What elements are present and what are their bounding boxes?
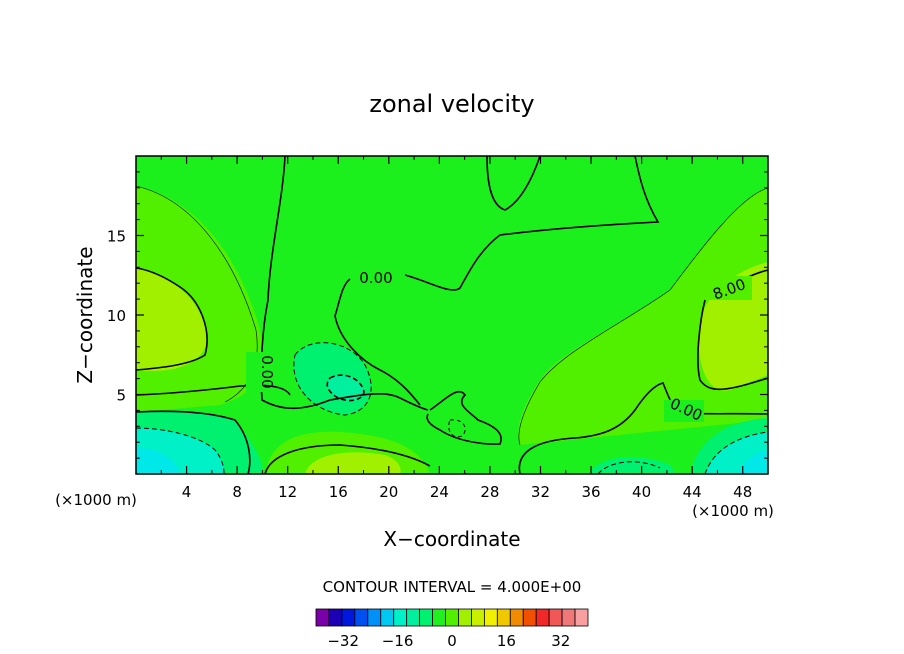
colorbar-swatch xyxy=(432,608,446,627)
x-tick-label: 40 xyxy=(632,483,651,501)
region-negative-bottom-right-deep xyxy=(738,450,768,474)
contour-zero-center-bottom xyxy=(426,390,502,445)
contour-zero-top xyxy=(486,156,541,211)
x-tick-label: 24 xyxy=(430,483,449,501)
contour-zero-main xyxy=(260,156,429,411)
x-tick-label: 8 xyxy=(232,483,242,501)
x-axis-label: X−coordinate xyxy=(383,527,520,551)
contour-label-bg xyxy=(664,400,704,422)
contour-zero-left xyxy=(136,267,208,371)
contour-zero-bottom-left-2 xyxy=(136,384,291,396)
y-tick-label: 10 xyxy=(107,307,126,325)
colorbar-swatch xyxy=(393,608,408,627)
colorbar-swatch xyxy=(354,608,369,627)
region-positive-right xyxy=(518,188,768,445)
colorbar-tick-labels: −32 −16 0 16 32 xyxy=(327,632,570,650)
colorbar-swatch xyxy=(509,608,524,627)
colorbar-swatch xyxy=(471,608,485,627)
contour-zero-center xyxy=(334,315,421,406)
colorbar-swatch xyxy=(574,608,589,627)
x-tick-label: 28 xyxy=(480,483,499,501)
region-negative-bottom-left-deep xyxy=(136,448,180,474)
y-tick-label: 15 xyxy=(107,228,126,246)
contour-negative-dashed-center xyxy=(293,342,372,416)
colorbar-swatch xyxy=(561,608,576,627)
y-axis-ticks: 5 10 15 xyxy=(107,171,768,459)
x-tick-label: 44 xyxy=(683,483,702,501)
region-negative-bottom-right xyxy=(588,457,676,474)
colorbar-swatch xyxy=(328,608,343,627)
colorbar-swatch xyxy=(483,608,498,627)
colorbar-tick-label: 16 xyxy=(497,632,516,650)
colorbar-swatch xyxy=(522,608,537,627)
contour-zero-bottom-mid xyxy=(264,444,431,474)
y-tick-label: 5 xyxy=(116,387,126,405)
x-axis-ticks: 4 8 12 16 20 24 28 32 36 40 44 48 xyxy=(160,156,752,501)
contour-label-zero-top: 0.00 xyxy=(359,269,392,287)
chart-title: zonal velocity xyxy=(369,90,534,118)
colorbar-tick-label: −16 xyxy=(382,632,414,650)
colorbar-tick-label: 0 xyxy=(447,632,457,650)
plot-area xyxy=(136,156,768,474)
region-positive-bottom-center-3 xyxy=(305,452,401,474)
x-units-label-right: (×1000 m) xyxy=(692,502,774,520)
x-tick-label: 16 xyxy=(329,483,348,501)
colorbar-swatch xyxy=(548,608,563,627)
colorbar-swatch xyxy=(380,608,395,627)
contour-negative-dashed-bottom-left xyxy=(136,427,225,474)
y-axis-label: Z−coordinate xyxy=(73,246,97,383)
contour-thin-right xyxy=(518,187,768,446)
x-tick-label: 12 xyxy=(278,483,297,501)
colorbar-swatch xyxy=(445,608,459,627)
x-tick-label: 48 xyxy=(733,483,752,501)
colorbar-swatch xyxy=(367,608,382,627)
colorbar xyxy=(315,608,589,627)
contour-interval-text: CONTOUR INTERVAL = 4.000E+00 xyxy=(323,578,582,596)
contour-thin-left xyxy=(136,185,258,403)
colorbar-tick-label: 32 xyxy=(551,632,570,650)
colorbar-swatch xyxy=(458,608,472,627)
x-tick-label: 20 xyxy=(379,483,398,501)
region-negative-center-core xyxy=(327,375,364,401)
colorbar-swatch xyxy=(419,608,433,627)
colorbar-tick-label: −32 xyxy=(327,632,359,650)
contour-negative-dashed-center-core xyxy=(326,374,365,402)
contour-label-zero-left: 0.00 xyxy=(258,355,276,388)
contour-label-bg xyxy=(352,268,400,286)
contour-zero-upper xyxy=(334,156,660,317)
colorbar-swatch xyxy=(406,608,421,627)
colorbar-swatch xyxy=(315,608,330,627)
x-tick-label: 4 xyxy=(182,483,192,501)
x-tick-label: 36 xyxy=(581,483,600,501)
x-tick-label: 32 xyxy=(531,483,550,501)
colorbar-swatch xyxy=(496,608,511,627)
region-positive-left-core xyxy=(136,268,207,371)
contour-label-bg xyxy=(710,276,752,300)
contour-zero-bottom-left xyxy=(136,410,251,474)
contour-label-bg xyxy=(246,352,264,392)
contour-negative-dashed-bottom-right xyxy=(704,431,768,474)
contour-negative-dashed-small xyxy=(448,419,466,438)
colorbar-swatch xyxy=(535,608,550,627)
colorbar-swatch xyxy=(341,608,356,627)
contour-negative-dashed-bottom-right-2 xyxy=(597,461,661,474)
x-units-label-left: (×1000 m) xyxy=(55,491,137,509)
